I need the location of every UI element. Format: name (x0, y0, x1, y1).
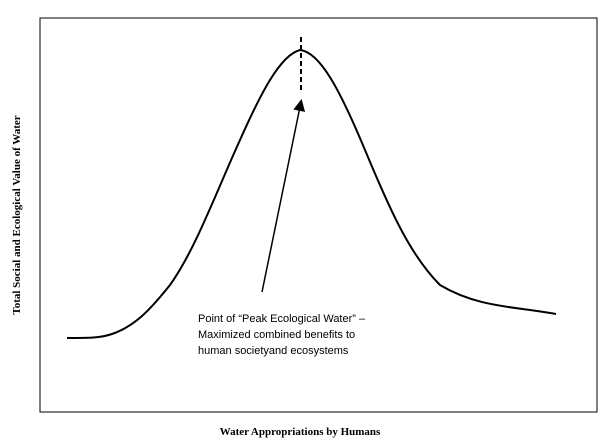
value-curve (66, 48, 557, 339)
x-axis-label: Water Appropriations by Humans (220, 426, 381, 438)
y-axis-label: Total Social and Ecological Value of Wat… (11, 115, 23, 314)
pointer-arrow (261, 99, 306, 293)
annotation-line: Point of “Peak Ecological Water” – (198, 313, 366, 325)
annotation-line: human societyand ecosystems (198, 345, 349, 357)
plot-frame (39, 17, 598, 413)
annotation-line: Maximized combined benefits to (198, 329, 355, 341)
